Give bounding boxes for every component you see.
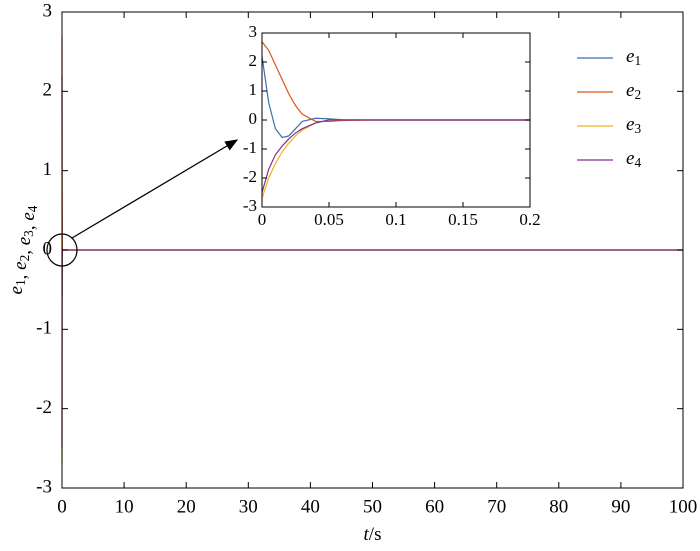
y-tick-label: -2 bbox=[36, 397, 52, 418]
y-tick-label: 2 bbox=[249, 51, 258, 70]
y-tick-label: 2 bbox=[43, 80, 53, 101]
legend-label: e3 bbox=[626, 114, 641, 136]
x-tick-label: 0.15 bbox=[448, 210, 478, 229]
legend-label: e1 bbox=[626, 46, 641, 68]
x-tick-label: 30 bbox=[239, 496, 258, 517]
x-tick-label: 60 bbox=[425, 496, 444, 517]
y-tick-label: 1 bbox=[249, 80, 258, 99]
y-tick-label: 1 bbox=[43, 159, 53, 180]
x-tick-label: 80 bbox=[549, 496, 568, 517]
legend-label: e4 bbox=[626, 148, 641, 170]
x-tick-label: 100 bbox=[669, 496, 698, 517]
x-axis-label: t/s bbox=[364, 524, 382, 545]
x-tick-label: 0 bbox=[258, 210, 267, 229]
x-tick-label: 70 bbox=[487, 496, 506, 517]
y-tick-label: -3 bbox=[36, 476, 52, 497]
y-tick-label: 3 bbox=[43, 0, 53, 21]
y-axis-label: e1, e2, e3, e4 bbox=[6, 205, 40, 294]
y-tick-label: 0 bbox=[249, 109, 258, 128]
x-tick-label: 50 bbox=[363, 496, 382, 517]
x-tick-label: 0.05 bbox=[314, 210, 344, 229]
zoom-circle bbox=[46, 233, 78, 267]
y-tick-label: -2 bbox=[243, 167, 257, 186]
x-tick-label: 90 bbox=[611, 496, 630, 517]
zoom-arrow bbox=[71, 139, 239, 239]
y-tick-label: -1 bbox=[243, 138, 257, 157]
legend-label: e2 bbox=[626, 80, 641, 102]
x-tick-label: 0 bbox=[57, 496, 67, 517]
y-tick-label: 3 bbox=[249, 22, 258, 41]
y-tick-label: -3 bbox=[243, 196, 257, 215]
x-tick-label: 40 bbox=[301, 496, 320, 517]
data-line bbox=[261, 119, 530, 193]
x-tick-label: 10 bbox=[115, 496, 134, 517]
x-tick-label: 20 bbox=[177, 496, 196, 517]
x-tick-label: 0.1 bbox=[385, 210, 406, 229]
x-tick-label: 0.2 bbox=[519, 210, 540, 229]
inset-plot: 0 0.05 0.1 0.15 0.2 -3 -2 -1 0 1 2 3 bbox=[243, 22, 541, 229]
y-tick-label: -1 bbox=[36, 318, 52, 339]
